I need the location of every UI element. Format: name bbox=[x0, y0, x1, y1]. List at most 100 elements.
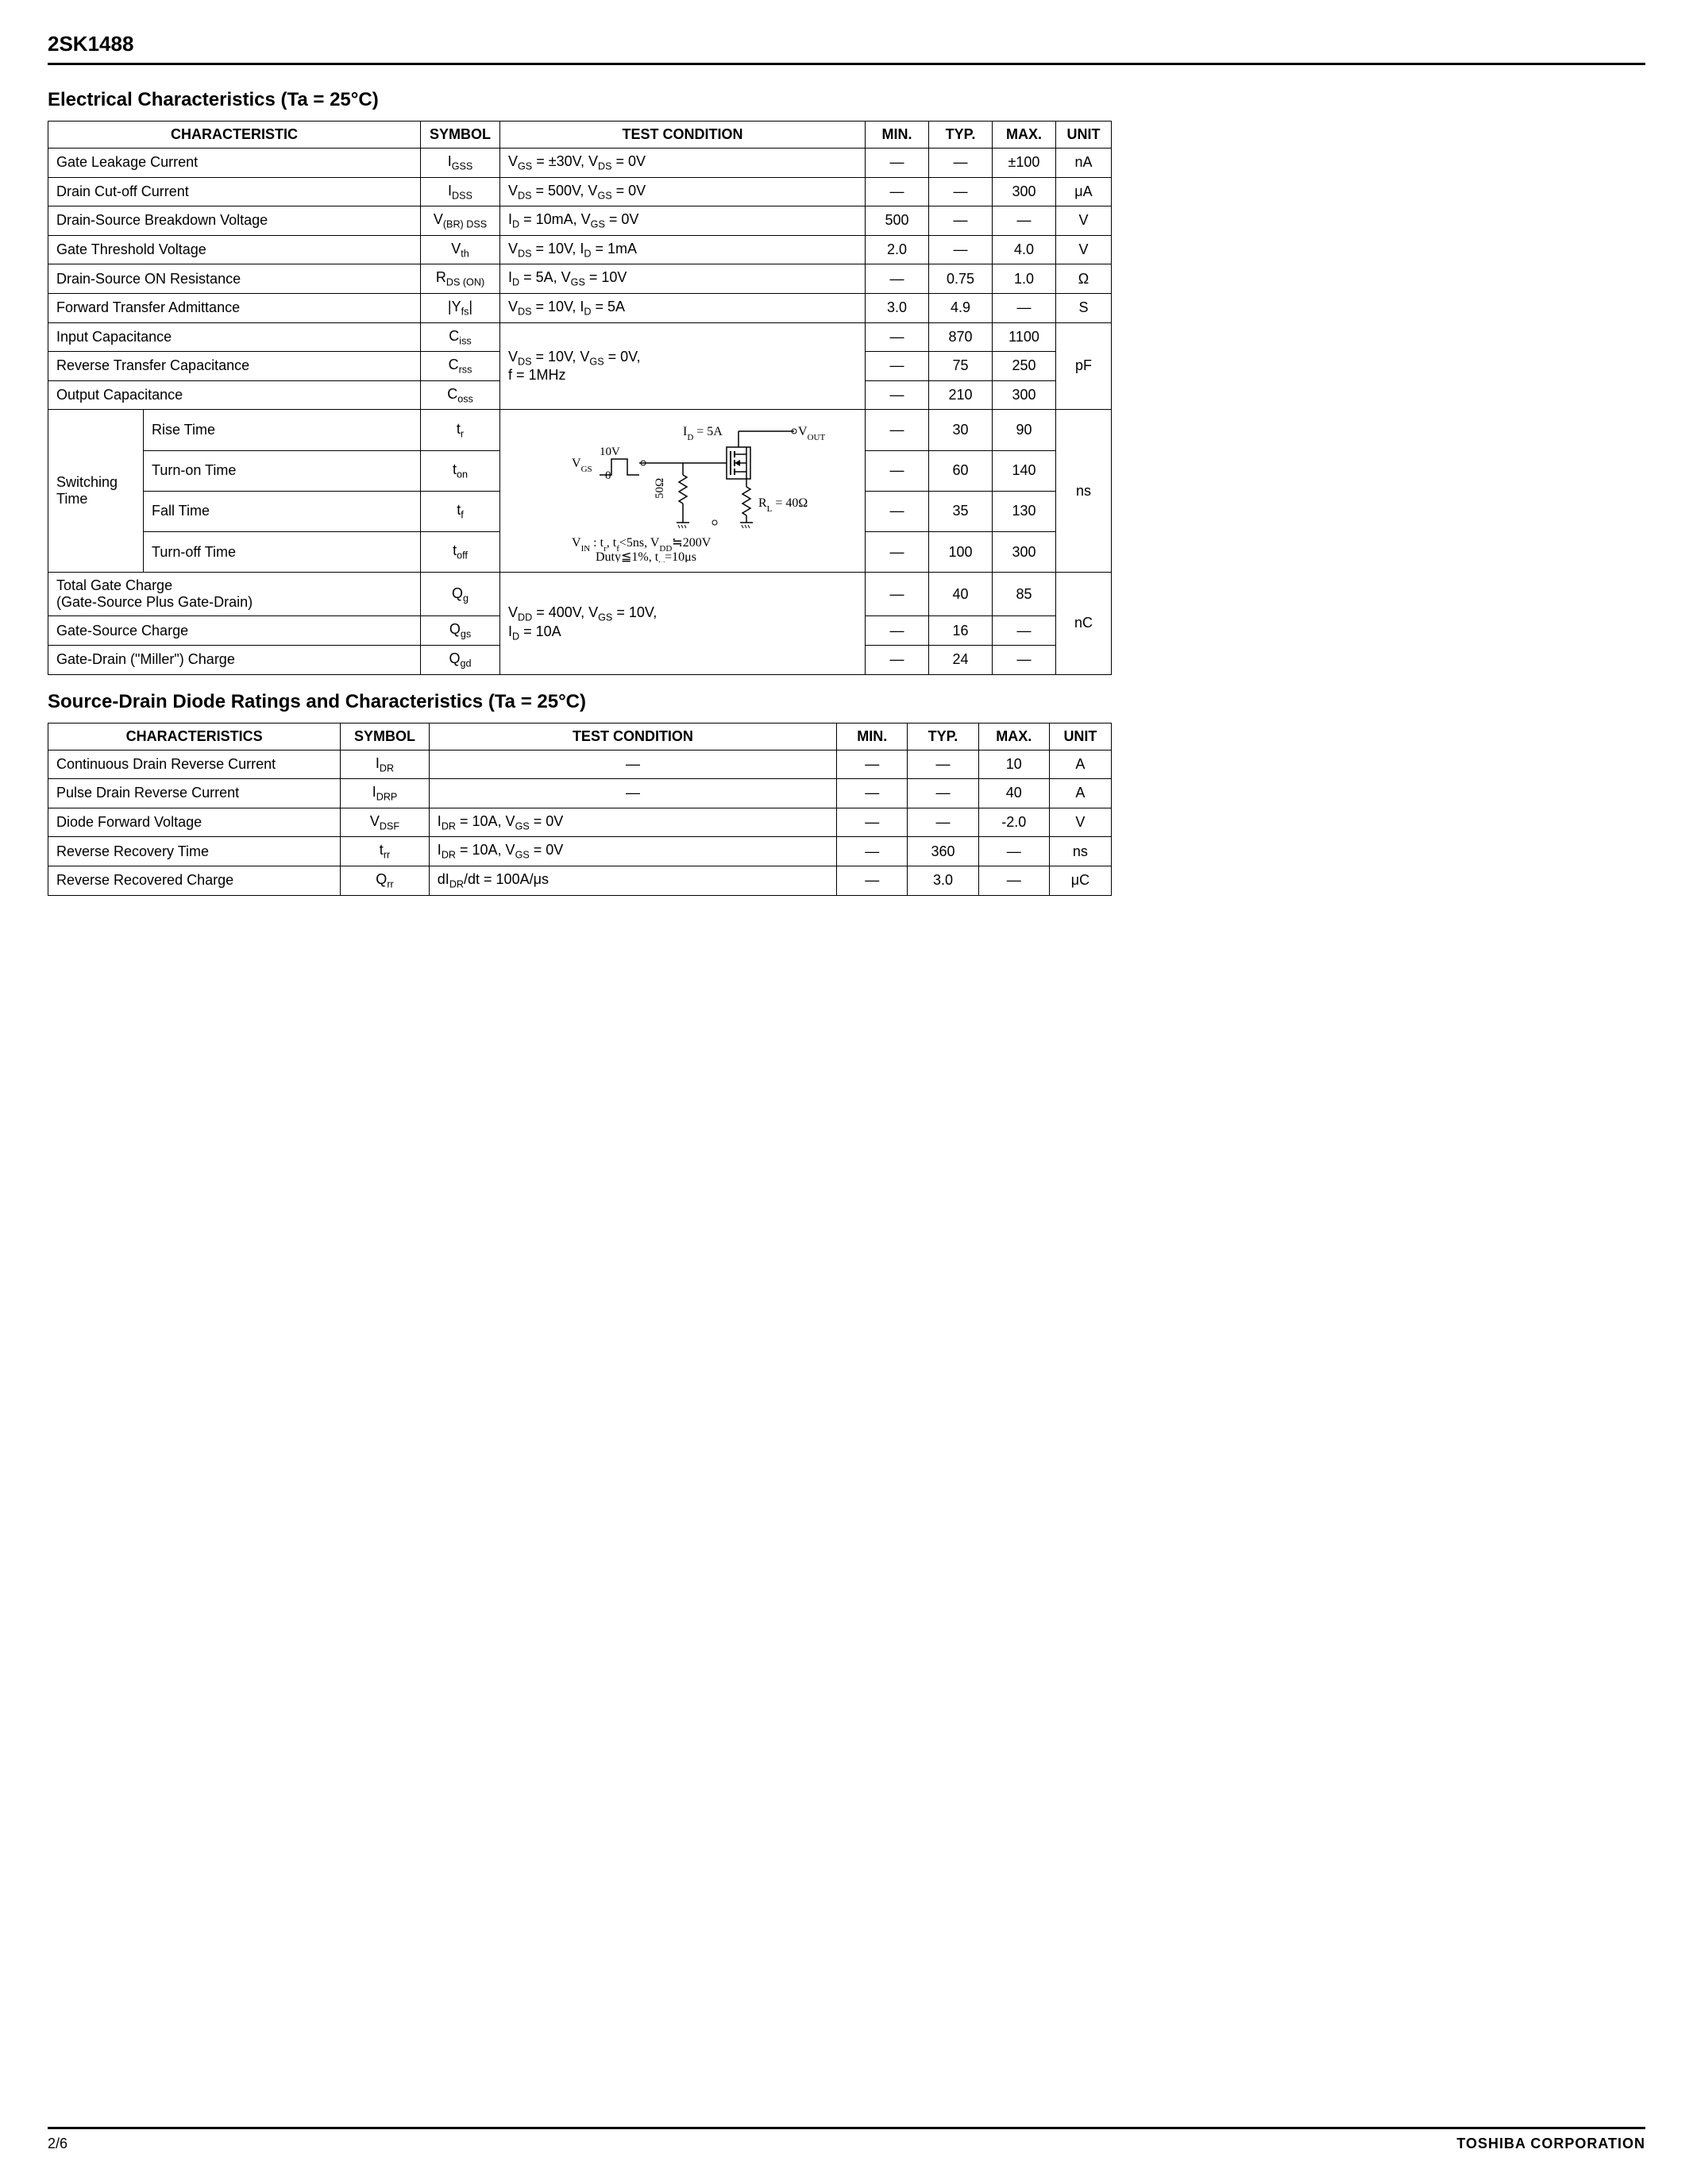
header-divider bbox=[48, 63, 1645, 65]
cell-symbol: trr bbox=[341, 837, 430, 866]
cell-char: Drain Cut-off Current bbox=[48, 177, 421, 206]
cell-symbol: toff bbox=[421, 532, 500, 573]
svg-text:ID = 5A: ID = 5A bbox=[683, 425, 723, 442]
cell-unit: A bbox=[1049, 779, 1111, 808]
cell-unit: V bbox=[1056, 235, 1112, 264]
cell-min: — bbox=[866, 410, 929, 450]
table-row: Gate Threshold Voltage Vth VDS = 10V, ID… bbox=[48, 235, 1112, 264]
cell-unit: pF bbox=[1056, 322, 1112, 410]
cell-test: VDS = 10V, ID = 5A bbox=[500, 293, 866, 322]
cell-typ: — bbox=[929, 177, 993, 206]
table-row: Continuous Drain Reverse Current IDR — —… bbox=[48, 750, 1112, 779]
cell-min: — bbox=[866, 532, 929, 573]
th-min: MIN. bbox=[837, 723, 908, 750]
cell-max: ±100 bbox=[993, 149, 1056, 178]
cell-min: — bbox=[866, 380, 929, 410]
cell-char: Turn-off Time bbox=[144, 532, 421, 573]
cell-max: 300 bbox=[993, 380, 1056, 410]
page-number: 2/6 bbox=[48, 2136, 67, 2152]
cell-typ: 60 bbox=[929, 450, 993, 491]
cell-char: Continuous Drain Reverse Current bbox=[48, 750, 341, 779]
cell-max: -2.0 bbox=[978, 808, 1049, 837]
cell-symbol: Qgs bbox=[421, 616, 500, 646]
cell-symbol: IDR bbox=[341, 750, 430, 779]
cell-typ: — bbox=[908, 750, 978, 779]
cell-min: — bbox=[866, 322, 929, 352]
cell-symbol: tr bbox=[421, 410, 500, 450]
th-symbol: SYMBOL bbox=[341, 723, 430, 750]
cell-typ: 4.9 bbox=[929, 293, 993, 322]
cell-char: Output Capacitance bbox=[48, 380, 421, 410]
cell-symbol: |Yfs| bbox=[421, 293, 500, 322]
cell-min: — bbox=[866, 450, 929, 491]
cell-max: 10 bbox=[978, 750, 1049, 779]
table-row: Drain-Source Breakdown Voltage V(BR) DSS… bbox=[48, 206, 1112, 236]
cell-test: — bbox=[429, 750, 836, 779]
table-row: SwitchingTime Rise Time tr ID = 5A VOUT bbox=[48, 410, 1112, 450]
cell-min: — bbox=[837, 808, 908, 837]
cell-max: 4.0 bbox=[993, 235, 1056, 264]
cell-max: — bbox=[993, 206, 1056, 236]
cell-min: — bbox=[866, 645, 929, 674]
cell-max: — bbox=[993, 645, 1056, 674]
cell-symbol: VDSF bbox=[341, 808, 430, 837]
cell-char: Gate Threshold Voltage bbox=[48, 235, 421, 264]
cell-typ: — bbox=[908, 779, 978, 808]
table-row: Drain-Source ON Resistance RDS (ON) ID =… bbox=[48, 264, 1112, 294]
th-test: TEST CONDITION bbox=[429, 723, 836, 750]
cell-char: Pulse Drain Reverse Current bbox=[48, 779, 341, 808]
cell-max: — bbox=[978, 837, 1049, 866]
cell-typ: — bbox=[908, 808, 978, 837]
cell-min: 500 bbox=[866, 206, 929, 236]
cell-typ: 35 bbox=[929, 491, 993, 531]
cell-test: ID = 10mA, VGS = 0V bbox=[500, 206, 866, 236]
part-number: 2SK1488 bbox=[48, 32, 1645, 56]
cell-unit: ns bbox=[1056, 410, 1112, 573]
cell-unit: μC bbox=[1049, 866, 1111, 895]
cell-max: 1100 bbox=[993, 322, 1056, 352]
cell-typ: 870 bbox=[929, 322, 993, 352]
cell-symbol: Vth bbox=[421, 235, 500, 264]
cell-test: dIDR/dt = 100A/μs bbox=[429, 866, 836, 895]
svg-text:VGS: VGS bbox=[572, 457, 592, 474]
cell-char: Gate Leakage Current bbox=[48, 149, 421, 178]
table-row: Total Gate Charge(Gate-Source Plus Gate-… bbox=[48, 573, 1112, 616]
th-test: TEST CONDITION bbox=[500, 122, 866, 149]
cell-unit: ns bbox=[1049, 837, 1111, 866]
table-row: Forward Transfer Admittance |Yfs| VDS = … bbox=[48, 293, 1112, 322]
cell-min: 2.0 bbox=[866, 235, 929, 264]
cell-max: 90 bbox=[993, 410, 1056, 450]
cell-char: Reverse Recovery Time bbox=[48, 837, 341, 866]
cell-max: 130 bbox=[993, 491, 1056, 531]
cell-typ: 75 bbox=[929, 352, 993, 381]
cell-max: — bbox=[993, 616, 1056, 646]
cell-max: 140 bbox=[993, 450, 1056, 491]
cell-char: Diode Forward Voltage bbox=[48, 808, 341, 837]
cell-symbol: RDS (ON) bbox=[421, 264, 500, 294]
cell-max: 85 bbox=[993, 573, 1056, 616]
footer-divider bbox=[48, 2127, 1645, 2129]
cell-symbol: Ciss bbox=[421, 322, 500, 352]
th-characteristics: CHARACTERISTICS bbox=[48, 723, 341, 750]
cell-typ: — bbox=[929, 149, 993, 178]
cell-test: VDS = 500V, VGS = 0V bbox=[500, 177, 866, 206]
svg-text:VOUT: VOUT bbox=[798, 425, 825, 442]
table-row: Input Capacitance Ciss VDS = 10V, VGS = … bbox=[48, 322, 1112, 352]
page-footer: 2/6 TOSHIBA CORPORATION bbox=[48, 2127, 1645, 2152]
cell-min: — bbox=[866, 491, 929, 531]
cell-char: Gate-Drain ("Miller") Charge bbox=[48, 645, 421, 674]
cell-test: — bbox=[429, 779, 836, 808]
cell-unit: μA bbox=[1056, 177, 1112, 206]
cell-typ: 210 bbox=[929, 380, 993, 410]
cell-test: ID = 5A, VGS = 10V bbox=[500, 264, 866, 294]
cell-symbol: IDRP bbox=[341, 779, 430, 808]
svg-text:Duty≦1%, tw=10μs: Duty≦1%, tw=10μs bbox=[596, 550, 696, 562]
cell-max: 1.0 bbox=[993, 264, 1056, 294]
cell-min: — bbox=[866, 352, 929, 381]
th-typ: TYP. bbox=[908, 723, 978, 750]
cell-symbol: Crss bbox=[421, 352, 500, 381]
diode-ratings-table: CHARACTERISTICS SYMBOL TEST CONDITION MI… bbox=[48, 723, 1112, 896]
cell-symbol: IDSS bbox=[421, 177, 500, 206]
table-row: Drain Cut-off Current IDSS VDS = 500V, V… bbox=[48, 177, 1112, 206]
cell-symbol: Qg bbox=[421, 573, 500, 616]
